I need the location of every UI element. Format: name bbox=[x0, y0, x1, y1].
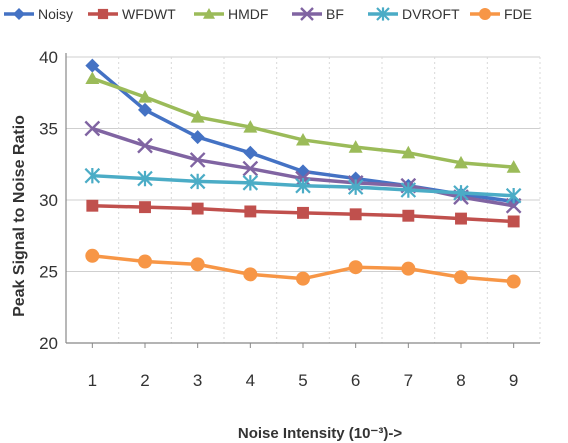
data-point bbox=[190, 110, 205, 123]
series-hmdf bbox=[85, 71, 521, 173]
data-point bbox=[244, 205, 257, 218]
data-point bbox=[295, 177, 311, 194]
data-point bbox=[137, 170, 153, 187]
data-point bbox=[13, 8, 25, 20]
x-tick-labels: 1 2 3 4 5 6 7 8 9 bbox=[88, 371, 519, 390]
x-tick-label: 6 bbox=[351, 371, 360, 390]
legend-item-hmdf: HMDF bbox=[194, 6, 268, 22]
data-point bbox=[243, 267, 258, 282]
x-tick-label: 5 bbox=[298, 371, 307, 390]
data-point bbox=[138, 254, 152, 269]
data-point bbox=[506, 160, 521, 173]
data-point bbox=[348, 260, 363, 275]
data-point bbox=[347, 179, 364, 195]
data-point bbox=[242, 175, 259, 191]
data-point bbox=[85, 58, 100, 73]
data-point bbox=[190, 257, 205, 272]
data-point bbox=[401, 261, 416, 276]
x-tick-label: 9 bbox=[509, 371, 518, 390]
legend-label: WFDWT bbox=[122, 6, 176, 22]
data-point bbox=[454, 270, 468, 285]
data-point bbox=[138, 90, 152, 103]
data-point bbox=[300, 7, 314, 21]
y-tick-label: 40 bbox=[39, 48, 58, 67]
series-group bbox=[84, 58, 522, 289]
data-point bbox=[85, 71, 100, 85]
series-dvroft bbox=[84, 167, 522, 204]
y-axis-title: Peak Signal to Noise Ratio bbox=[11, 115, 28, 317]
data-point bbox=[479, 8, 491, 20]
data-point bbox=[400, 182, 417, 198]
legend-item-fde: FDE bbox=[470, 6, 532, 22]
data-point bbox=[349, 208, 362, 221]
x-tick-label: 4 bbox=[246, 371, 255, 390]
data-point bbox=[296, 271, 310, 286]
data-point bbox=[243, 145, 258, 160]
data-point bbox=[376, 7, 390, 21]
y-tick-labels: 20 25 30 35 40 bbox=[39, 48, 58, 353]
legend-item-dvroft: DVROFT bbox=[368, 6, 460, 22]
data-point bbox=[189, 173, 206, 190]
data-point bbox=[139, 201, 151, 214]
legend: Noisy WFDWT HMDF BF DVROFT FDE bbox=[4, 6, 532, 22]
legend-item-noisy: Noisy bbox=[4, 6, 73, 22]
data-point bbox=[84, 167, 101, 184]
data-point bbox=[402, 209, 415, 222]
y-tick-label: 35 bbox=[39, 120, 58, 139]
x-tick-label: 1 bbox=[88, 371, 97, 390]
legend-item-wfdwt: WFDWT bbox=[88, 6, 176, 22]
data-point bbox=[190, 130, 205, 145]
y-tick-label: 20 bbox=[39, 334, 58, 353]
data-point bbox=[191, 202, 204, 215]
data-point bbox=[242, 160, 259, 177]
x-axis-title: Noise Intensity (10⁻³)-> bbox=[238, 425, 402, 442]
data-point bbox=[296, 132, 310, 146]
data-point bbox=[97, 8, 109, 20]
data-point bbox=[243, 120, 258, 133]
axes bbox=[65, 53, 540, 348]
legend-label: FDE bbox=[504, 6, 532, 22]
data-point bbox=[203, 8, 215, 19]
data-point bbox=[506, 274, 521, 289]
data-point bbox=[84, 120, 101, 137]
legend-label: HMDF bbox=[228, 6, 268, 22]
legend-item-bf: BF bbox=[292, 6, 344, 22]
data-point bbox=[348, 140, 363, 153]
data-point bbox=[138, 102, 152, 117]
legend-label: DVROFT bbox=[402, 6, 460, 22]
data-point bbox=[297, 206, 309, 219]
x-tick-label: 3 bbox=[193, 371, 202, 390]
x-tick-label: 7 bbox=[404, 371, 413, 390]
data-point bbox=[507, 215, 520, 228]
data-point bbox=[453, 185, 469, 201]
series-fde bbox=[85, 248, 521, 289]
data-point bbox=[189, 152, 206, 168]
y-tick-label: 30 bbox=[39, 191, 58, 210]
series-wfdwt bbox=[86, 199, 520, 228]
data-point bbox=[401, 145, 416, 159]
data-point bbox=[86, 199, 99, 212]
data-point bbox=[137, 137, 153, 154]
legend-label: BF bbox=[326, 6, 344, 22]
legend-label: Noisy bbox=[38, 6, 73, 22]
data-point bbox=[455, 212, 467, 225]
y-tick-label: 25 bbox=[39, 263, 58, 282]
data-point bbox=[85, 248, 100, 263]
data-point bbox=[505, 187, 522, 204]
data-point bbox=[454, 155, 468, 169]
x-tick-label: 8 bbox=[456, 371, 465, 390]
x-tick-label: 2 bbox=[140, 371, 149, 390]
